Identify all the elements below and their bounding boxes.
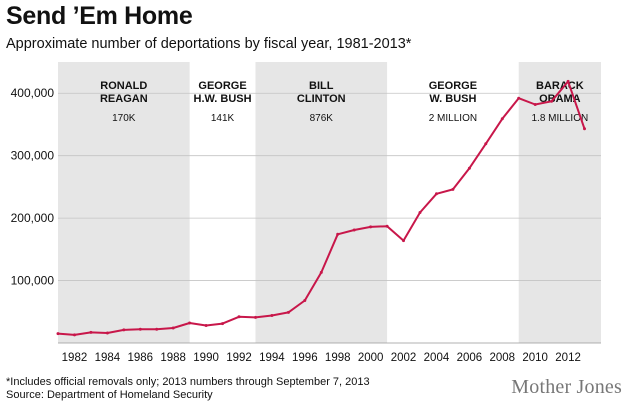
- data-point-1990: [204, 324, 208, 327]
- y-axis-ticks: 100,000 200,000 300,000 400,000: [11, 86, 55, 287]
- data-point-2001: [385, 224, 389, 228]
- chart-title: Send ’Em Home: [6, 2, 193, 30]
- data-point-2013: [583, 127, 586, 131]
- era-total-1: 141K: [211, 113, 235, 124]
- x-tick-label-13: 2008: [489, 352, 515, 364]
- data-point-2000: [369, 225, 373, 229]
- x-tick-label-2: 1986: [127, 352, 153, 364]
- data-point-1988: [171, 326, 175, 330]
- footnote-block: *Includes official removals only; 2013 n…: [6, 376, 370, 402]
- era-total-3: 2 MILLION: [429, 113, 477, 124]
- y-tick-label-3: 400,000: [11, 86, 55, 100]
- x-tick-label-10: 2002: [391, 352, 417, 364]
- x-tick-label-1: 1984: [95, 352, 121, 364]
- gridlines: [58, 92, 601, 281]
- data-point-2012: [566, 79, 570, 83]
- era-name-line1-1: GEORGE: [198, 80, 246, 92]
- data-point-1986: [138, 327, 142, 331]
- data-point-2011: [550, 99, 554, 103]
- era-name-line2-2: CLINTON: [297, 93, 346, 105]
- data-point-1989: [188, 321, 192, 325]
- data-point-1996: [303, 299, 307, 302]
- data-point-2009: [517, 96, 521, 100]
- era-total-0: 170K: [112, 113, 136, 124]
- era-total-2: 876K: [310, 113, 334, 124]
- data-point-1983: [89, 330, 93, 334]
- data-point-1999: [352, 228, 356, 232]
- era-name-line1-4: BARACK: [536, 80, 584, 92]
- data-point-1994: [270, 314, 274, 317]
- x-axis-ticks: 1982 1984 1986 1988 1990 1992 1994 1996 1998 2000…: [58, 342, 601, 364]
- mother-jones-logo: Mother Jones: [511, 376, 622, 398]
- series-layer: [56, 79, 586, 337]
- data-point-1991: [221, 322, 224, 326]
- chart-subtitle: Approximate number of deportations by fi…: [6, 36, 412, 52]
- x-tick-label-0: 1982: [62, 352, 88, 364]
- era-total-4: 1.8 MILLION: [532, 113, 589, 124]
- era-name-line1-3: GEORGE: [429, 80, 477, 92]
- era-name-line2-1: H.W. BUSH: [194, 93, 252, 105]
- x-tick-label-15: 2012: [555, 352, 581, 364]
- data-point-1997: [319, 270, 323, 274]
- source-text: Source: Department of Homeland Security: [6, 389, 213, 401]
- data-point-1985: [122, 328, 126, 332]
- data-point-2003: [418, 211, 422, 214]
- x-tick-label-14: 2010: [522, 352, 548, 364]
- data-point-1995: [286, 310, 290, 314]
- x-tick-label-6: 1994: [259, 352, 285, 364]
- era-band-2: [255, 62, 388, 343]
- y-tick-label-1: 200,000: [11, 211, 55, 225]
- y-tick-label-0: 100,000: [11, 274, 55, 288]
- era-name-line1-0: RONALD: [100, 80, 147, 92]
- data-point-1998: [336, 232, 340, 236]
- x-tick-label-3: 1988: [160, 352, 186, 364]
- data-point-2002: [402, 239, 405, 243]
- era-name-line2-0: REAGAN: [100, 93, 148, 105]
- x-tick-label-4: 1990: [193, 352, 219, 364]
- data-point-1993: [254, 315, 257, 319]
- footnote-text: *Includes official removals only; 2013 n…: [6, 376, 370, 388]
- data-point-2004: [435, 192, 438, 196]
- data-point-2010: [533, 103, 537, 106]
- x-tick-label-12: 2006: [457, 352, 483, 364]
- data-point-1992: [237, 315, 241, 319]
- x-tick-label-9: 2000: [358, 352, 384, 364]
- x-tick-label-7: 1996: [292, 352, 318, 364]
- era-name-line1-2: BILL: [309, 80, 334, 92]
- era-name-line2-3: W. BUSH: [429, 93, 476, 105]
- data-point-2007: [484, 142, 488, 146]
- data-point-2005: [451, 187, 455, 191]
- x-tick-label-8: 1998: [325, 352, 351, 364]
- data-point-2006: [467, 166, 471, 170]
- x-tick-label-11: 2004: [424, 352, 450, 364]
- data-point-1984: [105, 331, 109, 335]
- era-band-0: [58, 62, 190, 343]
- data-point-1981: [56, 332, 60, 336]
- data-point-1982: [73, 333, 76, 337]
- data-point-2008: [500, 117, 504, 121]
- data-point-1987: [155, 327, 159, 331]
- era-band-4: [518, 62, 601, 343]
- x-tick-label-5: 1992: [226, 352, 252, 364]
- y-tick-label-2: 300,000: [11, 149, 55, 163]
